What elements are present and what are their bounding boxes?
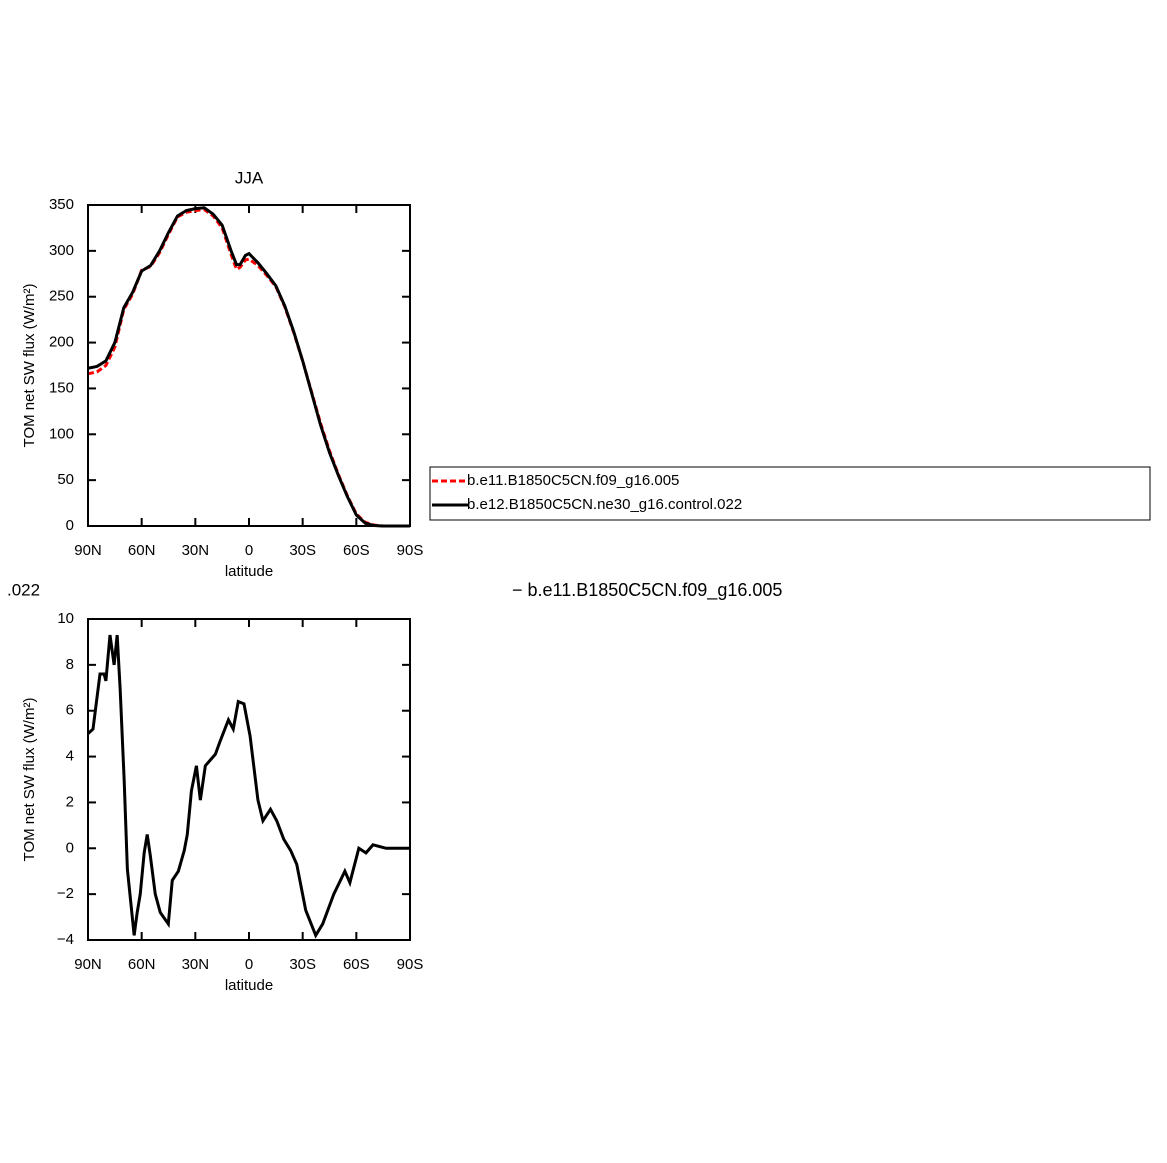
x-tick-label: 60N (128, 956, 156, 973)
y-tick-label: −4 (57, 931, 74, 948)
y-tick-label: 8 (66, 656, 74, 673)
y-axis-label: TOM net SW flux (W/m²) (21, 698, 38, 862)
y-tick-label: 0 (66, 839, 74, 856)
x-tick-label: 0 (245, 956, 253, 973)
y-tick-label: −2 (57, 885, 74, 902)
legend-label: b.e12.B1850C5CN.ne30_g16.control.022 (467, 496, 742, 513)
x-tick-label: 90S (397, 542, 424, 559)
x-tick-label: 60S (343, 956, 370, 973)
annotation: .022 (7, 580, 40, 599)
y-tick-label: 2 (66, 793, 74, 810)
y-tick-label: 200 (49, 334, 74, 351)
y-tick-label: 10 (57, 610, 74, 627)
y-tick-label: 250 (49, 288, 74, 305)
y-axis-label: TOM net SW flux (W/m²) (21, 284, 38, 448)
x-tick-label: 30S (289, 542, 316, 559)
x-tick-label: 0 (245, 542, 253, 559)
x-tick-label: 90N (74, 542, 102, 559)
line-series (87, 208, 410, 528)
legend-box (429, 466, 1151, 521)
y-tick-label: 150 (49, 379, 74, 396)
plot-frame (87, 204, 411, 527)
x-tick-label: 90N (74, 956, 102, 973)
x-tick-label: 60S (343, 542, 370, 559)
legend-label: b.e11.B1850C5CN.f09_g16.005 (467, 472, 679, 489)
x-tick-label: 60N (128, 542, 156, 559)
plot-frame (87, 618, 411, 941)
y-tick-label: 0 (66, 517, 74, 534)
chart-title: JJA (235, 168, 264, 187)
line-series (86, 634, 410, 939)
line-series (87, 206, 410, 528)
y-tick-label: 350 (49, 196, 74, 213)
x-tick-label: 30N (182, 956, 210, 973)
x-tick-label: 90S (397, 956, 424, 973)
y-tick-label: 4 (66, 748, 74, 765)
y-tick-label: 100 (49, 425, 74, 442)
x-tick-label: 30S (289, 956, 316, 973)
annotation: − b.e11.B1850C5CN.f09_g16.005 (512, 580, 782, 601)
x-axis-label: latitude (225, 563, 273, 580)
x-axis-label: latitude (225, 977, 273, 994)
y-tick-label: 50 (57, 471, 74, 488)
x-tick-label: 30N (182, 542, 210, 559)
y-tick-label: 6 (66, 702, 74, 719)
y-tick-label: 300 (49, 242, 74, 259)
